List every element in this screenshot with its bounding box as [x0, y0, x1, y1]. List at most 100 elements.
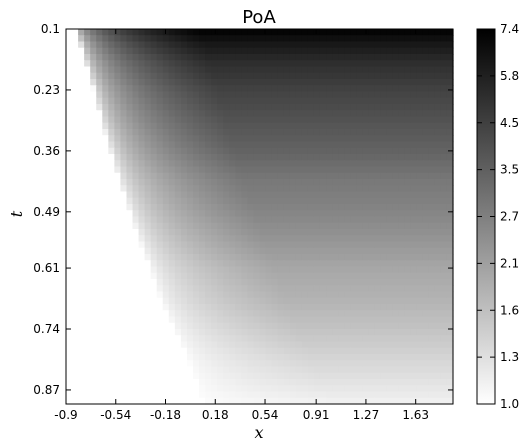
heatmap-cell: [205, 235, 212, 243]
heatmap-cell: [410, 291, 418, 299]
heatmap-cell: [199, 160, 206, 168]
heatmap-cell: [235, 241, 242, 249]
heatmap-cell: [404, 147, 412, 155]
heatmap-cell: [90, 85, 97, 93]
heatmap-cell: [120, 279, 128, 286]
heatmap-cell: [84, 122, 91, 130]
heatmap-cell: [223, 66, 230, 74]
heatmap-cell: [96, 97, 103, 105]
heatmap-cell: [205, 372, 212, 380]
heatmap-cell: [410, 104, 418, 111]
heatmap-cell: [434, 35, 442, 43]
heatmap-cell: [440, 316, 448, 324]
heatmap-cell: [138, 316, 146, 324]
heatmap-cell: [380, 254, 388, 261]
heatmap-cell: [338, 147, 345, 155]
heatmap-cell: [144, 279, 152, 286]
heatmap-cell: [338, 122, 345, 130]
heatmap-cell: [374, 322, 382, 330]
heatmap-cell: [138, 97, 146, 105]
heatmap-cell: [313, 66, 321, 74]
y-tick-label: 0.61: [33, 261, 60, 275]
heatmap-cell: [428, 97, 436, 105]
heatmap-cell: [205, 154, 212, 161]
heatmap-cell: [332, 360, 339, 368]
heatmap-cell: [90, 110, 97, 118]
heatmap-cell: [102, 172, 109, 180]
heatmap-cell: [72, 379, 79, 386]
heatmap-cell: [428, 266, 436, 274]
heatmap-cell: [319, 54, 327, 61]
heatmap-cell: [90, 79, 97, 86]
heatmap-cell: [265, 372, 273, 380]
heatmap-cell: [156, 241, 164, 249]
heatmap-cell: [271, 97, 279, 105]
heatmap-cell: [229, 129, 236, 136]
heatmap-cell: [307, 116, 315, 124]
heatmap-cell: [229, 285, 236, 293]
heatmap-cell: [174, 360, 182, 368]
heatmap-cell: [386, 160, 394, 168]
heatmap-cell: [66, 235, 73, 243]
heatmap-cell: [192, 279, 200, 286]
heatmap-cell: [404, 372, 412, 380]
heatmap-cell: [313, 385, 321, 393]
heatmap-cell: [277, 41, 285, 49]
heatmap-cell: [180, 66, 188, 74]
heatmap-cell: [440, 129, 448, 136]
heatmap-cell: [192, 322, 200, 330]
heatmap-cell: [440, 366, 448, 374]
heatmap-cell: [338, 60, 345, 68]
x-tick-label: 0.54: [252, 408, 279, 422]
heatmap-cell: [319, 266, 327, 274]
heatmap-cell: [102, 179, 109, 186]
heatmap-cell: [186, 341, 194, 349]
heatmap-cell: [126, 154, 134, 161]
heatmap-cell: [398, 285, 406, 293]
heatmap-cell: [350, 354, 357, 361]
heatmap-cell: [428, 85, 436, 93]
heatmap-cell: [271, 204, 279, 211]
heatmap-cell: [84, 310, 91, 318]
heatmap-cell: [410, 266, 418, 274]
heatmap-cell: [380, 272, 388, 280]
heatmap-cell: [277, 360, 285, 368]
heatmap-cell: [350, 47, 357, 55]
heatmap-cell: [374, 110, 382, 118]
heatmap-cell: [319, 172, 327, 180]
heatmap-cell: [211, 379, 218, 386]
heatmap-cell: [174, 85, 182, 93]
heatmap-cell: [229, 222, 236, 230]
x-tick-label: -0.54: [100, 408, 131, 422]
heatmap-cell: [362, 116, 369, 124]
heatmap-cell: [307, 291, 315, 299]
heatmap-cell: [301, 247, 309, 255]
heatmap-cell: [84, 41, 91, 49]
heatmap-cell: [162, 210, 170, 218]
heatmap-cell: [416, 104, 424, 111]
heatmap-cell: [186, 79, 194, 86]
heatmap-cell: [66, 366, 73, 374]
heatmap-cell: [150, 335, 158, 343]
heatmap-cell: [247, 210, 255, 218]
heatmap-cell: [440, 385, 448, 393]
heatmap-cell: [440, 291, 448, 299]
heatmap-cell: [380, 341, 388, 349]
heatmap-cell: [416, 335, 424, 343]
heatmap-cell: [78, 229, 85, 236]
heatmap-cell: [356, 366, 363, 374]
heatmap-cell: [66, 116, 73, 124]
heatmap-cell: [344, 54, 351, 61]
heatmap-cell: [66, 229, 73, 236]
heatmap-cell: [350, 341, 357, 349]
heatmap-cell: [241, 291, 249, 299]
heatmap-cell: [271, 397, 279, 405]
heatmap-cell: [229, 104, 236, 111]
heatmap-cell: [78, 260, 85, 268]
heatmap-cell: [114, 97, 122, 105]
heatmap-cell: [386, 260, 394, 268]
heatmap-cell: [404, 391, 412, 399]
heatmap-cell: [259, 185, 267, 193]
heatmap-cell: [386, 285, 394, 293]
heatmap-cell: [211, 129, 218, 136]
